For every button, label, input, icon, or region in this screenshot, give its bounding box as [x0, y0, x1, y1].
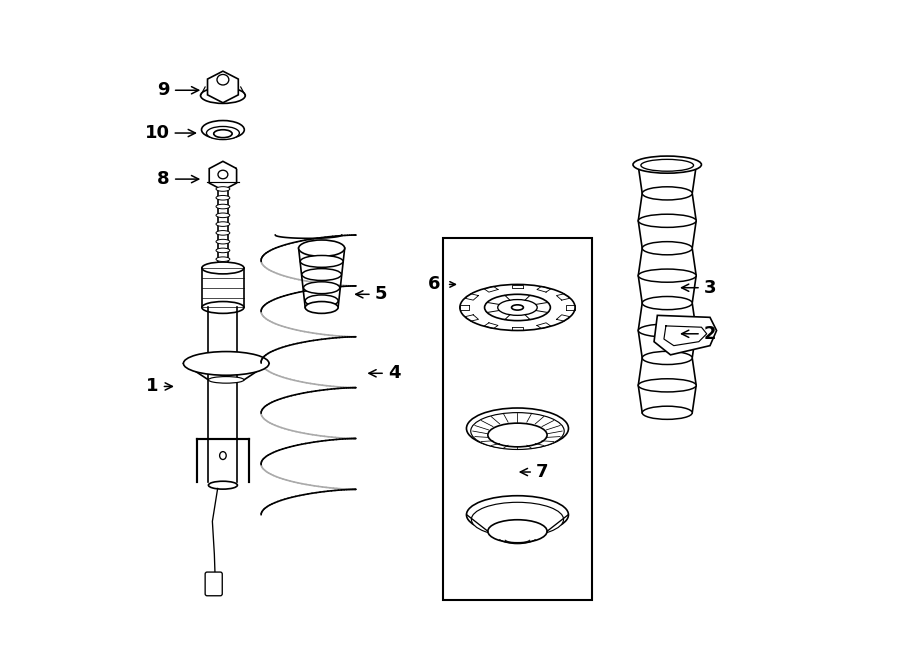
Ellipse shape [299, 240, 345, 256]
Ellipse shape [511, 305, 524, 310]
Ellipse shape [206, 126, 239, 139]
Ellipse shape [471, 412, 564, 449]
Ellipse shape [466, 408, 569, 449]
Ellipse shape [638, 324, 697, 337]
Ellipse shape [633, 156, 701, 173]
Ellipse shape [643, 352, 692, 364]
Ellipse shape [305, 295, 338, 307]
Ellipse shape [303, 282, 339, 293]
Ellipse shape [301, 255, 343, 267]
Ellipse shape [643, 242, 692, 254]
Ellipse shape [216, 186, 230, 191]
Ellipse shape [216, 257, 230, 262]
Text: 3: 3 [681, 279, 716, 297]
Ellipse shape [484, 294, 551, 321]
Ellipse shape [472, 502, 563, 537]
Ellipse shape [209, 481, 238, 489]
Ellipse shape [498, 299, 537, 315]
Ellipse shape [638, 269, 697, 282]
Ellipse shape [641, 159, 694, 171]
Text: 4: 4 [369, 364, 400, 382]
Ellipse shape [218, 171, 228, 178]
Ellipse shape [202, 301, 244, 313]
FancyBboxPatch shape [205, 572, 222, 596]
Ellipse shape [220, 451, 226, 459]
Text: 10: 10 [145, 124, 195, 142]
Ellipse shape [216, 222, 230, 226]
Text: 6: 6 [428, 276, 440, 293]
Ellipse shape [638, 214, 697, 227]
Polygon shape [208, 71, 238, 102]
Ellipse shape [305, 301, 338, 313]
Ellipse shape [302, 268, 341, 280]
Ellipse shape [216, 204, 230, 209]
Ellipse shape [184, 352, 269, 375]
Ellipse shape [638, 379, 697, 392]
Ellipse shape [213, 130, 232, 137]
Ellipse shape [638, 159, 697, 173]
Ellipse shape [643, 187, 692, 200]
Ellipse shape [217, 75, 229, 85]
Ellipse shape [209, 377, 244, 383]
Polygon shape [654, 315, 716, 355]
Text: 1: 1 [146, 377, 173, 395]
Text: 2: 2 [681, 325, 716, 343]
Ellipse shape [460, 284, 575, 330]
Ellipse shape [216, 196, 230, 200]
Ellipse shape [488, 520, 547, 543]
Text: 8: 8 [158, 170, 199, 188]
Ellipse shape [466, 496, 569, 534]
Text: 7: 7 [520, 463, 548, 481]
Ellipse shape [216, 248, 230, 253]
Ellipse shape [216, 231, 230, 235]
Ellipse shape [216, 239, 230, 244]
Ellipse shape [201, 88, 246, 103]
Ellipse shape [202, 262, 244, 274]
Bar [444, 239, 591, 600]
Ellipse shape [488, 423, 547, 447]
Ellipse shape [643, 297, 692, 309]
Text: 9: 9 [158, 81, 199, 99]
Ellipse shape [202, 120, 244, 139]
Polygon shape [209, 161, 237, 190]
Ellipse shape [643, 407, 692, 419]
Ellipse shape [216, 213, 230, 217]
Text: 5: 5 [356, 286, 387, 303]
